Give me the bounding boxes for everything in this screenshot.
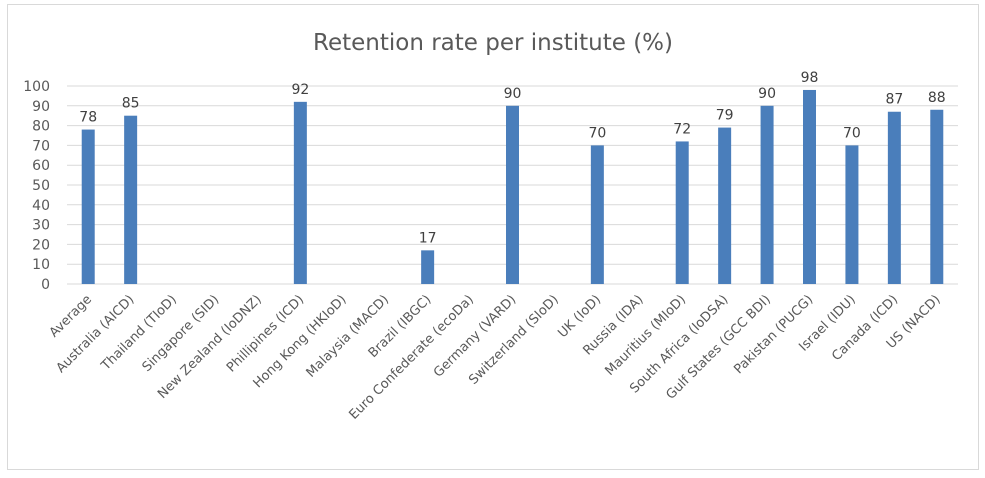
y-tick-label: 50 [32, 178, 50, 194]
y-tick-label: 90 [32, 99, 50, 115]
data-label: 85 [122, 96, 140, 112]
bar [887, 111, 901, 285]
bar [930, 109, 944, 284]
bar [81, 129, 95, 284]
y-tick-label: 80 [32, 119, 50, 135]
y-tick-label: 30 [32, 218, 50, 234]
chart-title: Retention rate per institute (%) [313, 30, 673, 56]
data-label: 92 [291, 82, 309, 98]
bar [803, 89, 816, 285]
x-tick-label: Thailand (TIoD) [98, 292, 180, 374]
y-tick-label: 70 [32, 138, 50, 154]
x-tick-label: Pakistan (PUCG) [731, 292, 816, 377]
y-tick-label: 60 [32, 158, 50, 174]
y-tick-label: 100 [23, 79, 50, 95]
bar [506, 105, 519, 284]
x-tick-label: Mauritius (MIoD) [602, 292, 689, 379]
data-label: 70 [588, 125, 606, 141]
x-tick-label: Australia (AICD) [54, 292, 138, 376]
data-label: 79 [716, 108, 734, 124]
data-label: 87 [885, 92, 903, 108]
y-tick-label: 20 [32, 237, 50, 253]
data-label: 90 [504, 86, 522, 102]
y-tick-label: 0 [41, 277, 50, 293]
x-tick-label: Phillipines (ICD) [224, 292, 307, 375]
bar [421, 250, 435, 284]
y-tick-label: 40 [32, 198, 50, 214]
bar [718, 127, 732, 284]
bar [845, 145, 859, 284]
bar [675, 141, 689, 284]
chart-frame [7, 4, 979, 470]
bar [124, 115, 138, 284]
y-tick-label: 10 [32, 257, 50, 273]
bar [760, 105, 774, 284]
data-label: 98 [801, 70, 819, 86]
data-label: 70 [843, 125, 861, 141]
data-label: 17 [419, 230, 437, 246]
data-label: 88 [928, 90, 946, 106]
data-label: 90 [758, 86, 776, 102]
bar [293, 101, 307, 284]
data-label: 78 [79, 110, 97, 126]
data-label: 72 [673, 121, 691, 137]
bar [590, 145, 604, 284]
x-tick-label: Singapore (SID) [140, 292, 223, 375]
